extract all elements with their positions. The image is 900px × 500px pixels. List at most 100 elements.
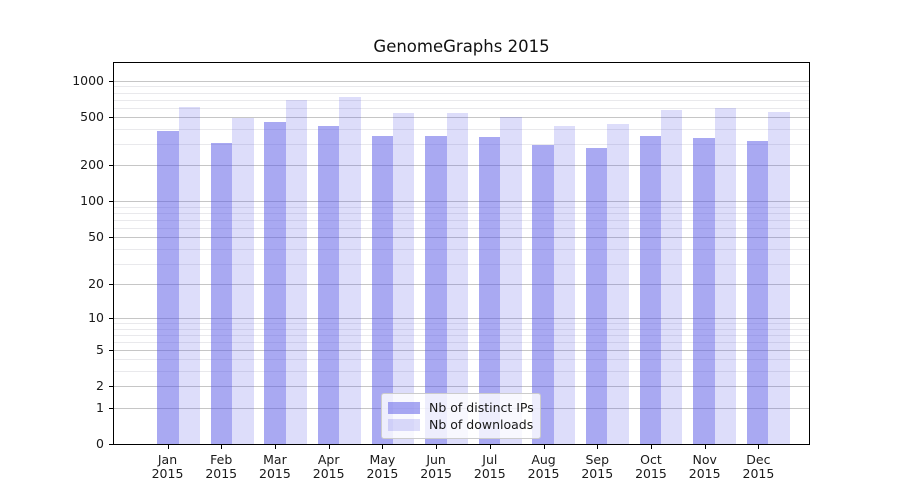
bar-downloads-jan	[178, 106, 200, 444]
x-tick-mark	[167, 445, 169, 449]
x-tick-mark	[543, 445, 545, 449]
bar-downloads-apr	[339, 97, 361, 444]
x-tick-label-feb: Feb 2015	[205, 452, 238, 481]
bar-distinct-ips-dec	[746, 140, 769, 444]
y-tick-mark	[109, 444, 113, 445]
bar-distinct-ips-feb	[210, 142, 233, 444]
minor-gridline	[114, 92, 809, 94]
bar-downloads-jun	[446, 112, 468, 444]
y-tick-label: 50	[88, 229, 104, 245]
bar-downloads-dec	[768, 112, 790, 444]
minor-gridline	[114, 144, 809, 146]
x-tick-mark	[328, 445, 330, 449]
legend-swatch-downloads	[388, 418, 420, 431]
x-tick-label-oct: Oct 2015	[635, 452, 667, 481]
y-tick-label: 20	[88, 275, 104, 291]
x-tick-mark	[221, 445, 223, 449]
y-tick-label: 1000	[72, 72, 104, 88]
minor-gridline	[114, 341, 809, 343]
minor-gridline	[114, 227, 809, 229]
y-tick-label: 10	[88, 309, 104, 325]
major-gridline	[114, 117, 809, 119]
y-tick-mark	[109, 80, 113, 82]
x-tick-label-jul: Jul 2015	[473, 452, 506, 481]
y-tick-mark	[109, 317, 113, 319]
bar-distinct-ips-oct	[639, 135, 661, 444]
y-tick-label: 500	[80, 109, 104, 125]
chart-title: GenomeGraphs 2015	[373, 37, 550, 56]
legend: Nb of distinct IPs Nb of downloads	[381, 393, 541, 439]
x-tick-mark	[597, 445, 599, 449]
minor-gridline	[114, 86, 809, 88]
minor-gridline	[114, 248, 809, 250]
bar-downloads-aug	[553, 126, 576, 444]
minor-gridline	[114, 99, 809, 101]
x-tick-label-jan: Jan 2015	[151, 452, 184, 481]
minor-gridline	[114, 213, 809, 215]
minor-gridline	[114, 219, 809, 221]
minor-gridline	[114, 359, 809, 361]
bar-distinct-ips-mar	[264, 122, 286, 444]
y-tick-mark	[109, 386, 113, 388]
plot-area: Nb of distinct IPs Nb of downloads	[113, 62, 810, 445]
minor-gridline	[114, 263, 809, 265]
x-tick-label-apr: Apr 2015	[312, 452, 345, 481]
major-gridline	[114, 80, 809, 82]
bar-distinct-ips-jul	[478, 137, 501, 444]
minor-gridline	[114, 128, 809, 130]
x-tick-label-aug: Aug 2015	[527, 452, 560, 481]
bar-downloads-feb	[232, 117, 254, 444]
bar-distinct-ips-jun	[425, 136, 447, 444]
bar-distinct-ips-may	[371, 136, 393, 444]
y-tick-label: 0	[96, 436, 104, 451]
minor-gridline	[114, 107, 809, 109]
x-tick-label-jun: Jun 2015	[420, 452, 452, 481]
y-tick-mark	[109, 349, 113, 351]
bar-downloads-nov	[714, 107, 737, 444]
major-gridline	[114, 317, 809, 319]
major-gridline	[114, 165, 809, 167]
bar-distinct-ips-nov	[693, 137, 715, 444]
bar-distinct-ips-sep	[586, 148, 608, 444]
x-tick-label-dec: Dec 2015	[742, 452, 775, 481]
legend-label: Nb of downloads	[429, 417, 534, 432]
minor-gridline	[114, 334, 809, 336]
x-tick-label-may: May 2015	[366, 452, 399, 481]
y-tick-label: 2	[96, 378, 104, 394]
bar-distinct-ips-aug	[532, 144, 554, 444]
x-tick-mark	[489, 445, 491, 449]
x-tick-mark	[274, 445, 276, 449]
bar-downloads-sep	[607, 124, 629, 444]
x-tick-mark	[436, 445, 438, 449]
y-tick-label: 1	[96, 399, 104, 415]
minor-gridline	[114, 371, 809, 373]
bar-downloads-oct	[661, 110, 683, 444]
x-tick-mark	[758, 445, 760, 449]
x-tick-label-sep: Sep 2015	[581, 452, 614, 481]
major-gridline	[114, 283, 809, 285]
bar-distinct-ips-jan	[157, 131, 179, 444]
x-tick-label-mar: Mar 2015	[259, 452, 291, 481]
minor-gridline	[114, 206, 809, 208]
y-tick-label: 5	[96, 341, 104, 357]
legend-swatch-distinct-ips	[388, 401, 420, 414]
legend-label: Nb of distinct IPs	[429, 400, 534, 415]
y-tick-mark	[109, 201, 113, 203]
bar-downloads-mar	[285, 100, 308, 444]
bar-downloads-jul	[500, 116, 522, 444]
y-tick-mark	[109, 407, 113, 409]
x-tick-mark	[382, 445, 384, 449]
x-tick-mark	[704, 445, 706, 449]
y-tick-mark	[109, 237, 113, 239]
minor-gridline	[114, 328, 809, 330]
bar-downloads-may	[393, 113, 415, 444]
major-gridline	[114, 201, 809, 203]
legend-row: Nb of distinct IPs	[388, 399, 534, 416]
major-gridline	[114, 349, 809, 351]
x-tick-mark	[650, 445, 652, 449]
legend-row: Nb of downloads	[388, 416, 533, 433]
y-tick-mark	[109, 165, 113, 167]
y-tick-label: 200	[80, 157, 104, 173]
y-tick-label: 100	[80, 193, 104, 209]
